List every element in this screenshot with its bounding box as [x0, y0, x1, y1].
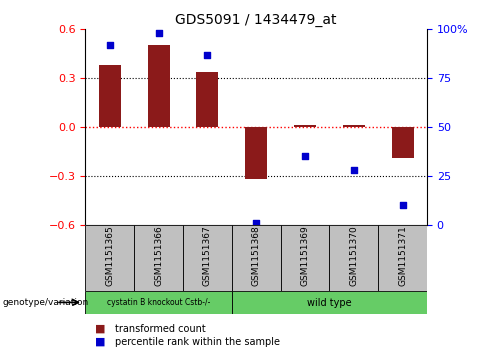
Text: GSM1151368: GSM1151368: [252, 225, 261, 286]
Bar: [343, 125, 365, 127]
Text: GSM1151365: GSM1151365: [105, 225, 114, 286]
Point: [203, 52, 211, 57]
Bar: [329, 225, 378, 292]
Text: GSM1151369: GSM1151369: [301, 225, 309, 286]
Text: GSM1151366: GSM1151366: [154, 225, 163, 286]
Bar: [281, 225, 329, 292]
Bar: [232, 291, 427, 314]
Bar: [147, 45, 170, 127]
Bar: [378, 225, 427, 292]
Text: transformed count: transformed count: [115, 323, 205, 334]
Text: ■: ■: [95, 323, 106, 334]
Bar: [134, 225, 183, 292]
Bar: [85, 291, 232, 314]
Point: [301, 154, 309, 159]
Bar: [85, 225, 134, 292]
Text: percentile rank within the sample: percentile rank within the sample: [115, 337, 280, 347]
Bar: [196, 72, 218, 127]
Text: ■: ■: [95, 337, 106, 347]
Point: [350, 167, 358, 173]
Point: [252, 220, 260, 226]
Bar: [99, 65, 121, 127]
Point: [399, 203, 407, 208]
Text: wild type: wild type: [307, 298, 352, 308]
Bar: [183, 225, 232, 292]
Bar: [232, 225, 281, 292]
Bar: [392, 127, 414, 158]
Point: [155, 30, 163, 36]
Title: GDS5091 / 1434479_at: GDS5091 / 1434479_at: [176, 13, 337, 26]
Text: cystatin B knockout Cstb-/-: cystatin B knockout Cstb-/-: [107, 298, 210, 307]
Text: GSM1151367: GSM1151367: [203, 225, 212, 286]
Bar: [245, 127, 267, 179]
Text: GSM1151371: GSM1151371: [398, 225, 407, 286]
Point: [106, 42, 114, 48]
Text: GSM1151370: GSM1151370: [349, 225, 358, 286]
Text: genotype/variation: genotype/variation: [2, 298, 89, 307]
Bar: [294, 125, 316, 127]
